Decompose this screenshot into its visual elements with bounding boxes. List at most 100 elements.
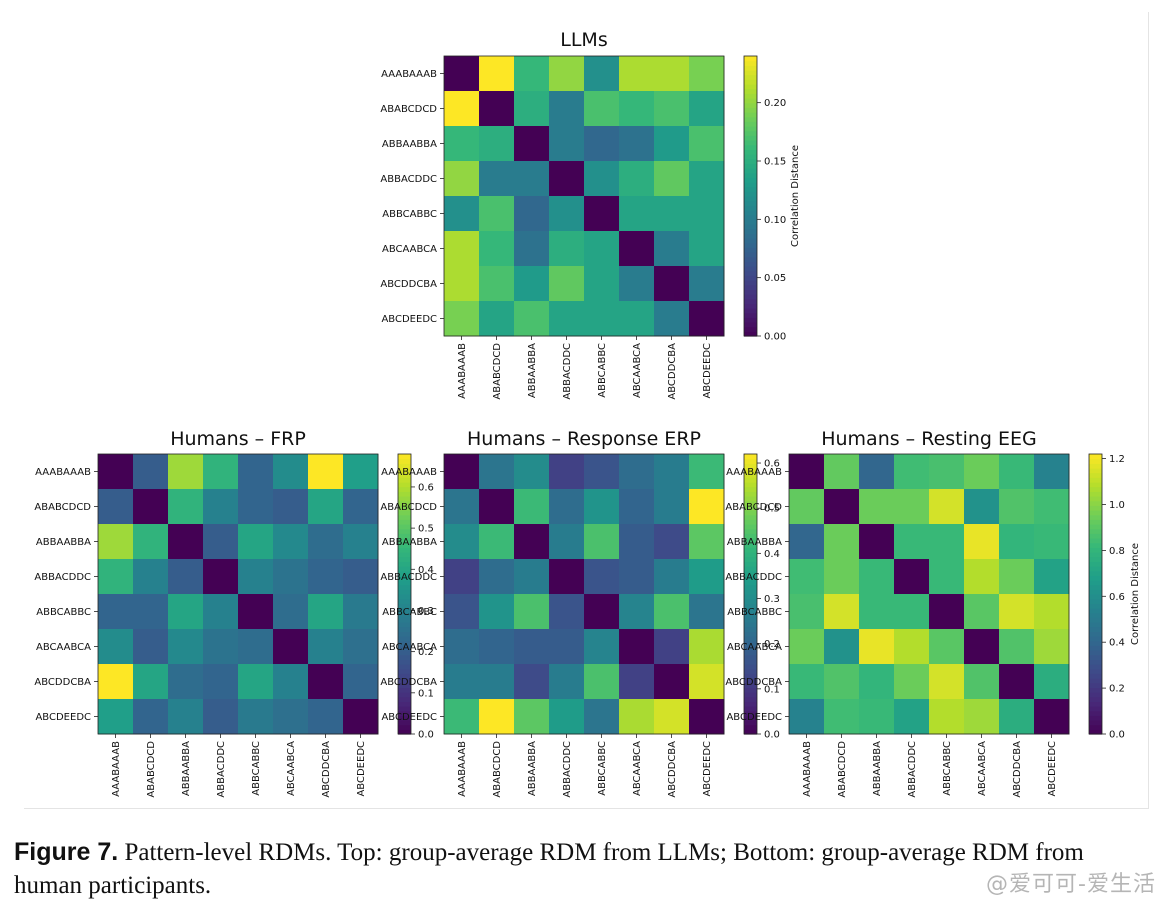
colorbar-segment [744, 729, 757, 735]
colorbar-segment [398, 561, 411, 567]
heatmap-cell [789, 559, 825, 595]
heatmap-cell [964, 594, 1000, 630]
heatmap-cell [479, 559, 515, 595]
heatmap-cell [308, 629, 344, 665]
caption-text: Pattern-level RDMs. Top: group-average R… [14, 839, 1084, 899]
colorbar-segment [1089, 640, 1102, 646]
heatmap-cell [999, 559, 1035, 595]
heatmap-cell [273, 489, 309, 525]
y-tick-label: ABBCABBC [727, 607, 782, 618]
heatmap-cell [203, 594, 239, 630]
heatmap-cell [549, 196, 585, 232]
colorbar-segment [744, 584, 757, 590]
y-tick-label: ABCDDCBA [725, 677, 782, 688]
x-tick-label: ABABCDCD [492, 343, 503, 400]
heatmap-cell [444, 91, 480, 127]
x-tick-label: ABCDDCBA [321, 741, 332, 798]
heatmap-cell [514, 126, 550, 162]
heatmap-cell [929, 699, 965, 735]
heatmap-cell [999, 594, 1035, 630]
colorbar-segment [1089, 673, 1102, 679]
heatmap-cell [859, 594, 895, 630]
colorbar-segment [1089, 584, 1102, 590]
colorbar-segment [398, 566, 411, 572]
colorbar-segment [744, 556, 757, 562]
heatmap-cell [619, 489, 655, 525]
heatmap-cell [549, 594, 585, 630]
colorbar-segment [398, 477, 411, 483]
heatmap-cell [859, 699, 895, 735]
plot-frame [788, 453, 1070, 735]
heatmap-cell [859, 524, 895, 560]
colorbar-segment [1089, 463, 1102, 469]
colorbar-segment [744, 617, 757, 623]
colorbar-segment [744, 468, 757, 474]
x-tick-label: ABABCDCD [837, 741, 848, 798]
colorbar-segment [744, 214, 757, 220]
heatmap-cell [479, 699, 515, 735]
colorbar-segment [398, 533, 411, 539]
colorbar-segment [744, 486, 757, 492]
colorbar-segment [744, 706, 757, 712]
heatmap-cell [859, 559, 895, 595]
caption-label: Figure 7. [14, 838, 119, 866]
heatmap-cell [619, 126, 655, 162]
heatmap-cell [584, 231, 620, 267]
colorbar-label: Correlation Distance [1130, 543, 1141, 645]
heatmap-cell [619, 161, 655, 197]
heatmap-cell [824, 594, 860, 630]
colorbar-segment [1089, 570, 1102, 576]
colorbar-tick-label: 0.10 [764, 215, 786, 226]
colorbar-segment [398, 729, 411, 735]
y-tick-label: ABBCABBC [382, 209, 437, 220]
colorbar-segment [398, 668, 411, 674]
x-tick-label: ABBACDDC [562, 343, 573, 400]
heatmap-cell [168, 559, 204, 595]
heatmap-cell [479, 91, 515, 127]
heatmap-cell [929, 559, 965, 595]
colorbar-segment [744, 247, 757, 253]
colorbar-segment [744, 126, 757, 132]
colorbar-segment [744, 566, 757, 572]
x-tick-label: AAABAAAB [457, 343, 468, 399]
y-tick-label: AAABAAAB [381, 69, 437, 80]
heatmap-cell [824, 629, 860, 665]
heatmap-cell [514, 524, 550, 560]
colorbar-segment [1089, 533, 1102, 539]
x-tick-label: ABBACDDC [216, 741, 227, 798]
colorbar-segment [744, 528, 757, 534]
heatmap-cell [584, 699, 620, 735]
heatmap-cell [168, 594, 204, 630]
colorbar-segment [744, 331, 757, 337]
colorbar-segment [398, 589, 411, 595]
colorbar-segment [1089, 542, 1102, 548]
heatmap-cell [619, 266, 655, 302]
y-tick-label: ABCAABCA [382, 244, 437, 255]
colorbar-segment [398, 505, 411, 511]
y-tick-label: ABCAABCA [382, 642, 437, 653]
heatmap-cell [789, 629, 825, 665]
heatmap-cell [479, 524, 515, 560]
heatmap-cell [689, 231, 725, 267]
heatmap-cell [479, 664, 515, 700]
heatmap-panel-2: Humans – Response ERP AAABAAAB ABABCDCD ABB… [380, 428, 780, 798]
colorbar-segment [744, 186, 757, 192]
colorbar-tick-label: 0.8 [1109, 546, 1125, 557]
heatmap-cell [98, 524, 134, 560]
colorbar-segment [744, 233, 757, 239]
colorbar-segment [1089, 617, 1102, 623]
colorbar-segment [1089, 636, 1102, 642]
colorbar-tick-label: 0.3 [418, 606, 434, 617]
heatmap-cell [654, 266, 690, 302]
colorbar-segment [1089, 626, 1102, 632]
heatmap-cell [444, 594, 480, 630]
heatmap-cell [549, 161, 585, 197]
panel-title: Humans – FRP [170, 428, 306, 450]
colorbar-segment [398, 524, 411, 530]
x-tick-label: ABBAABBA [527, 343, 538, 398]
heatmap-cell [444, 266, 480, 302]
heatmap-cell [514, 231, 550, 267]
heatmap-cell [343, 454, 379, 490]
colorbar-tick-label: 0.0 [418, 730, 434, 741]
colorbar-segment [1089, 547, 1102, 553]
